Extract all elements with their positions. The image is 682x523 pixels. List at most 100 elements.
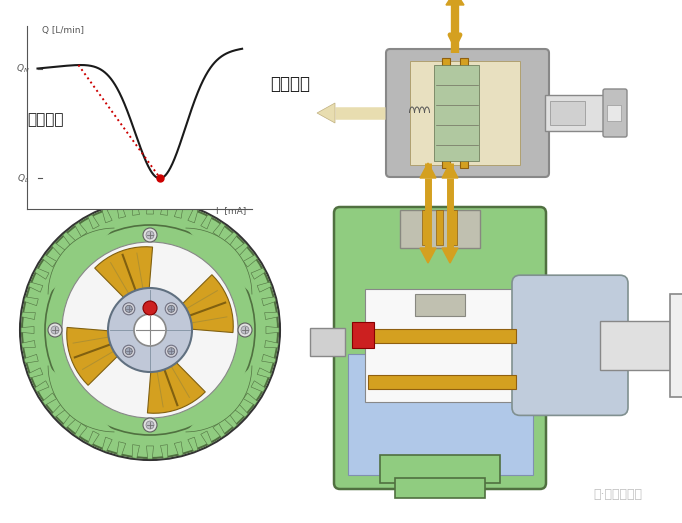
Circle shape [51,326,59,334]
Polygon shape [102,209,112,223]
Polygon shape [265,312,278,320]
Bar [348,354,533,475]
Polygon shape [35,381,49,392]
Circle shape [22,202,278,458]
Polygon shape [42,255,57,267]
Bar [450,210,457,245]
Bar [365,289,520,402]
Circle shape [143,301,157,315]
Bar [550,101,585,125]
Circle shape [241,326,249,334]
Circle shape [125,348,132,355]
Circle shape [123,345,135,357]
FancyBboxPatch shape [603,89,627,137]
Circle shape [48,323,62,337]
Polygon shape [88,431,99,445]
Text: I  [mA]: I [mA] [216,206,246,215]
Polygon shape [75,222,87,236]
Polygon shape [201,431,212,445]
Bar [368,374,516,389]
Polygon shape [213,424,225,437]
Bar [380,455,500,483]
Polygon shape [95,247,153,304]
Polygon shape [243,255,258,267]
Circle shape [238,323,252,337]
Polygon shape [22,340,35,348]
Circle shape [143,418,157,432]
FancyBboxPatch shape [334,207,546,489]
Circle shape [146,231,154,239]
Polygon shape [24,355,38,363]
Polygon shape [175,442,183,456]
Polygon shape [160,202,168,215]
Circle shape [168,305,175,312]
Polygon shape [63,414,76,428]
Polygon shape [235,404,248,417]
Polygon shape [102,437,112,451]
FancyBboxPatch shape [386,49,549,177]
Polygon shape [29,368,43,378]
Bar [422,210,429,245]
Bar [600,321,680,370]
Polygon shape [213,222,225,236]
Text: Q [L/min]: Q [L/min] [42,26,84,35]
Text: 常出油路: 常出油路 [270,75,310,93]
Bar [310,328,345,356]
Polygon shape [257,282,271,292]
Bar [434,65,479,161]
Polygon shape [52,404,65,417]
Polygon shape [175,204,183,218]
Bar [436,210,443,245]
Circle shape [125,305,132,312]
Polygon shape [42,393,57,405]
FancyBboxPatch shape [512,275,628,415]
Polygon shape [442,248,458,263]
Polygon shape [243,393,258,405]
Circle shape [168,348,175,355]
Polygon shape [160,445,168,458]
Polygon shape [317,103,335,123]
Polygon shape [224,232,237,245]
Bar [607,105,621,121]
Polygon shape [48,228,115,294]
Bar [352,322,374,348]
Circle shape [20,200,280,460]
Polygon shape [251,381,265,392]
Bar [545,95,615,131]
Bar [460,58,468,168]
Polygon shape [442,163,458,178]
Polygon shape [188,209,198,223]
Polygon shape [35,268,49,279]
Polygon shape [22,312,35,320]
Polygon shape [265,340,278,348]
Polygon shape [186,228,252,294]
Circle shape [165,303,177,315]
Polygon shape [63,232,76,245]
Polygon shape [446,0,464,5]
Polygon shape [186,366,252,432]
Polygon shape [117,204,125,218]
Polygon shape [75,424,87,437]
Polygon shape [188,437,198,451]
Circle shape [146,421,154,429]
Polygon shape [251,268,265,279]
Bar [395,478,485,498]
Bar [415,293,465,315]
Polygon shape [175,275,233,333]
Polygon shape [224,414,237,428]
Polygon shape [420,163,436,178]
Polygon shape [266,326,279,334]
Bar [670,294,682,396]
Text: 值·什么值得买: 值·什么值得买 [593,488,642,501]
Polygon shape [257,368,271,378]
Circle shape [45,225,255,435]
Polygon shape [147,356,205,413]
Polygon shape [262,355,276,363]
Circle shape [62,242,238,418]
Circle shape [143,228,157,242]
Text: 稳定位置: 稳定位置 [27,112,64,127]
Polygon shape [132,445,140,458]
Polygon shape [147,446,153,459]
Polygon shape [132,202,140,215]
Polygon shape [52,243,65,256]
